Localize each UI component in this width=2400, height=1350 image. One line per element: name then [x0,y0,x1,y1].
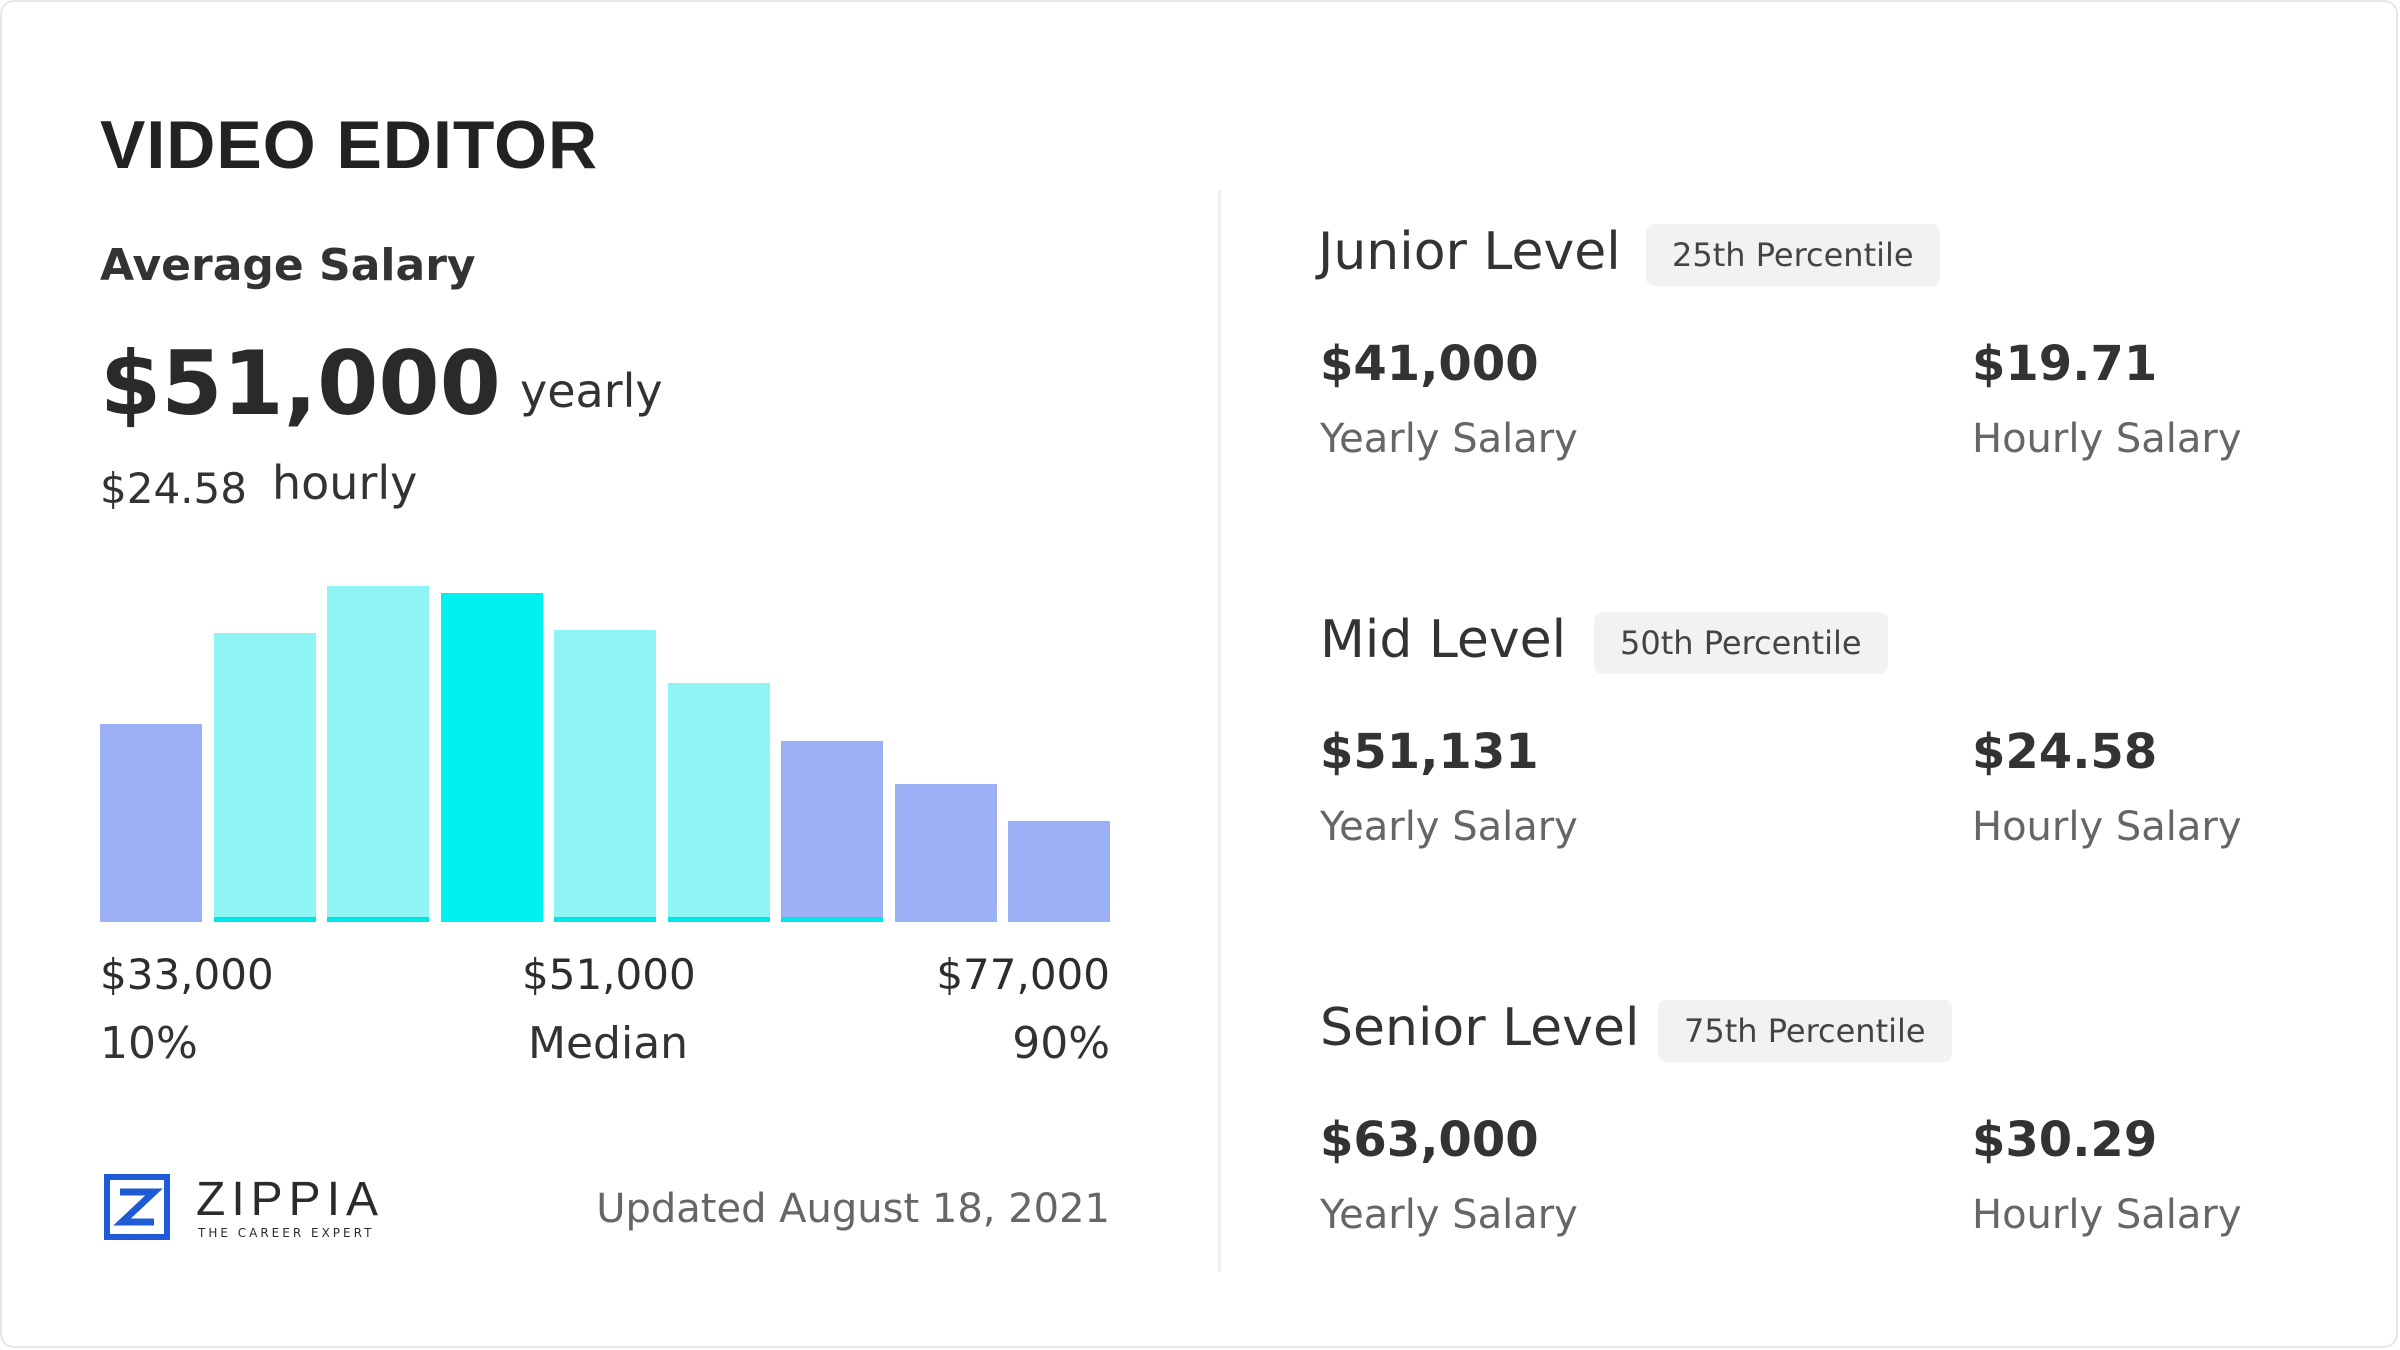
mid-hourly-label: Hourly Salary [1972,804,2242,850]
mid-yearly-amount: $51,131 [1320,724,1539,780]
average-yearly-amount: $51,000 [100,332,501,435]
junior-yearly-label: Yearly Salary [1320,416,1578,462]
mid-hourly-amount: $24.58 [1972,724,2158,780]
column-divider [1218,190,1221,1272]
mid-percentile-badge: 50th Percentile [1594,612,1888,674]
junior-percentile-badge: 25th Percentile [1646,224,1940,286]
histogram-bar [894,784,997,922]
senior-hourly-label: Hourly Salary [1972,1192,2242,1238]
salary-histogram [100,572,1115,922]
junior-hourly-amount: $19.71 [1972,336,2158,392]
histogram-bar [1008,821,1110,922]
tick-value-high: $77,000 [936,950,1110,999]
junior-yearly-amount: $41,000 [1320,336,1539,392]
junior-level-title: Junior Level [1318,222,1621,282]
average-yearly-unit: yearly [520,364,663,418]
zippia-logo-icon [104,1174,170,1240]
tick-label-median: Median [528,1018,689,1069]
senior-percentile-badge: 75th Percentile [1658,1000,1952,1062]
tick-value-median: $51,000 [522,950,696,999]
senior-hourly-amount: $30.29 [1972,1112,2158,1168]
senior-level-title: Senior Level [1320,998,1640,1058]
mid-level-title: Mid Level [1320,610,1567,670]
senior-yearly-label: Yearly Salary [1320,1192,1578,1238]
average-hourly-amount: $24.58 [100,464,247,513]
histogram-bar [440,593,543,922]
histogram-bar [554,630,656,922]
tick-label-low: 10% [100,1018,198,1069]
logo-tagline: THE CAREER EXPERT [198,1226,375,1240]
average-salary-label: Average Salary [100,240,476,291]
histogram-bar [213,633,316,922]
histogram-bar [781,741,883,922]
tick-value-low: $33,000 [100,950,274,999]
page-title: VIDEO EDITOR [100,107,599,183]
updated-date: Updated August 18, 2021 [596,1186,1110,1232]
senior-yearly-amount: $63,000 [1320,1112,1539,1168]
average-hourly-unit: hourly [272,456,418,510]
histogram-bar [327,586,429,922]
mid-yearly-label: Yearly Salary [1320,804,1578,850]
tick-label-high: 90% [1012,1018,1110,1069]
logo-wordmark: ZIPPIA [196,1173,385,1226]
histogram-bar [667,683,770,922]
histogram-bar [100,724,202,922]
junior-hourly-label: Hourly Salary [1972,416,2242,462]
